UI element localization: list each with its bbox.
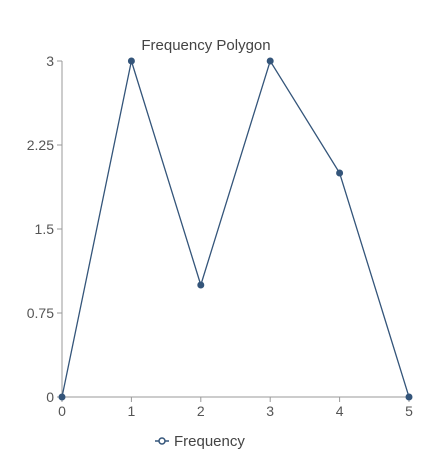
data-point[interactable]	[197, 281, 205, 289]
y-tick-label: 0	[46, 389, 54, 405]
y-tick-label: 1.5	[35, 221, 55, 237]
data-point[interactable]	[266, 57, 274, 65]
series-group	[58, 57, 413, 401]
legend-marker-icon	[158, 437, 166, 445]
x-tick-label: 0	[58, 403, 66, 419]
y-tick-label: 2.25	[27, 137, 54, 153]
x-axis-ticks: 0 1 2 3 4 5	[58, 397, 413, 419]
series-line-frequency	[61, 59, 410, 398]
data-point[interactable]	[127, 57, 135, 65]
x-tick-label: 2	[197, 403, 205, 419]
legend-label-frequency: Frequency	[174, 433, 245, 450]
legend[interactable]: Frequency	[155, 433, 245, 450]
x-tick-label: 4	[336, 403, 344, 419]
x-tick-label: 1	[128, 403, 136, 419]
chart-title: Frequency Polygon	[141, 37, 270, 54]
data-point[interactable]	[336, 169, 344, 177]
data-point[interactable]	[405, 393, 413, 401]
data-point[interactable]	[58, 393, 66, 401]
x-tick-label: 3	[266, 403, 274, 419]
y-tick-label: 0.75	[27, 305, 54, 321]
y-tick-label: 3	[46, 53, 54, 69]
x-tick-label: 5	[405, 403, 413, 419]
y-axis-ticks: 0 0.75 1.5 2.25 3	[27, 53, 62, 405]
